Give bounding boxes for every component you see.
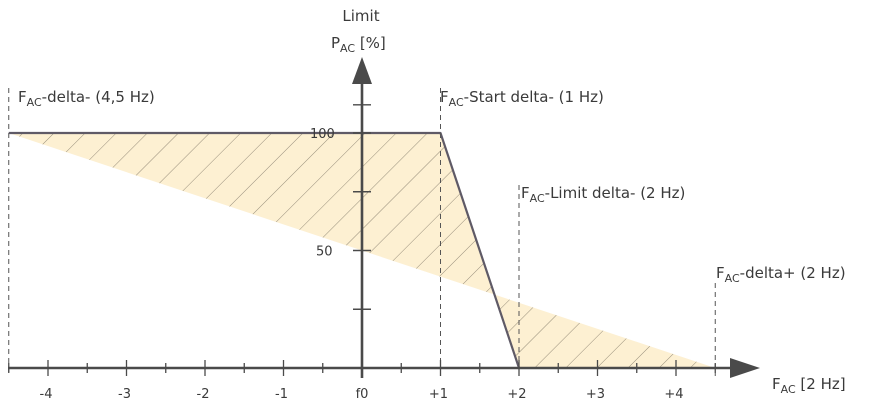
delta-plus-annotation: FAC-delta+ (2 Hz) bbox=[716, 264, 846, 285]
x-axis-title: FAC [2 Hz] bbox=[772, 375, 846, 396]
limit-delta-annotation: FAC-Limit delta- (2 Hz) bbox=[521, 184, 685, 205]
x-tick-label: +1 bbox=[429, 387, 448, 402]
y-axis-arrowhead bbox=[352, 57, 372, 84]
x-tick-label: +4 bbox=[664, 387, 683, 402]
x-tick-label: -2 bbox=[197, 387, 210, 402]
delta-minus-annotation: FAC-delta- (4,5 Hz) bbox=[18, 88, 155, 109]
x-tick-label: +3 bbox=[586, 387, 605, 402]
start-delta-annotation: FAC-Start delta- (1 Hz) bbox=[440, 88, 604, 109]
y-tick-label-50: 50 bbox=[316, 245, 333, 260]
x-tick-label: +2 bbox=[507, 387, 526, 402]
x-axis-ticks bbox=[8, 360, 716, 376]
y-axis-title: PAC [%] bbox=[331, 34, 386, 55]
x-axis-arrowhead bbox=[730, 358, 760, 378]
x-tick-label: -1 bbox=[275, 387, 288, 402]
x-tick-label: f0 bbox=[356, 387, 369, 402]
y-tick-label-100: 100 bbox=[310, 127, 335, 142]
y-axis-ticks bbox=[353, 104, 371, 310]
y-axis-title-limit: Limit bbox=[342, 7, 379, 25]
x-tick-label: -4 bbox=[40, 387, 53, 402]
x-tick-label: -3 bbox=[118, 387, 131, 402]
